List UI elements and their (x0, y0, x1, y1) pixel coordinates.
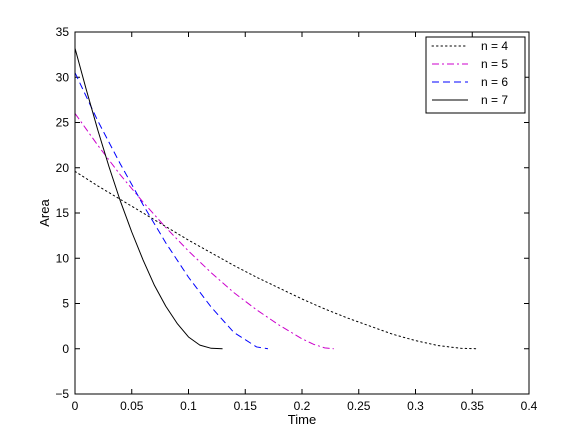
series-layer (74, 48, 479, 350)
x-tick-label: 0.2 (294, 399, 311, 413)
x-axis-label: Time (288, 412, 316, 427)
x-tick-label: 0.3 (407, 399, 424, 413)
x-axis-ticks: 0 0.05 0.1 0.15 0.2 0.25 0.3 0.35 0.4 (72, 32, 538, 413)
y-axis-label: Area (37, 199, 52, 227)
y-tick-label: 5 (62, 297, 69, 311)
x-tick-label: 0.4 (521, 399, 538, 413)
series-line-n7 (74, 48, 223, 350)
legend-label: n = 7 (481, 93, 508, 107)
x-tick-label: 0.15 (234, 399, 258, 413)
legend-label: n = 6 (481, 75, 508, 89)
series-line-n6 (74, 72, 269, 350)
legend: n = 4 n = 5 n = 6 n = 7 (425, 36, 526, 114)
x-tick-label: 0.1 (180, 399, 197, 413)
x-tick-label: 0.35 (461, 399, 485, 413)
y-axis-ticks: −5 0 5 10 15 20 25 30 35 (55, 25, 529, 401)
y-tick-label: 10 (56, 251, 70, 265)
legend-items: n = 4 n = 5 n = 6 n = 7 (431, 39, 508, 107)
series-line-n4 (74, 170, 479, 350)
x-tick-label: 0.25 (347, 399, 371, 413)
y-tick-label: −5 (55, 387, 69, 401)
series-line-n5 (74, 113, 334, 350)
y-tick-label: 35 (56, 25, 70, 39)
legend-box (425, 36, 526, 114)
plot-frame (74, 31, 530, 395)
y-tick-label: 0 (62, 342, 69, 356)
x-tick-label: 0.05 (120, 399, 144, 413)
y-tick-label: 15 (56, 206, 70, 220)
y-tick-label: 30 (56, 70, 70, 84)
x-tick-label: 0 (72, 399, 79, 413)
y-tick-label: 20 (56, 161, 70, 175)
legend-label: n = 4 (481, 39, 508, 53)
legend-label: n = 5 (481, 57, 508, 71)
y-tick-label: 25 (56, 116, 70, 130)
